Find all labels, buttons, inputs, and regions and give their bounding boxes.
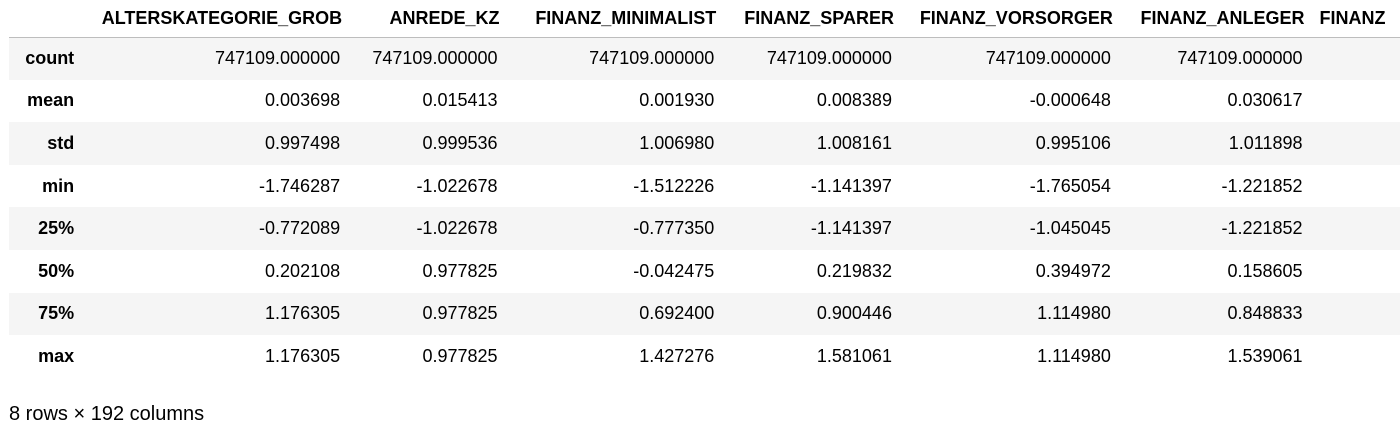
table-cell: -1.512226 bbox=[633, 175, 715, 196]
table-cell bbox=[1312, 250, 1400, 293]
table-cell: 747109.000000 bbox=[589, 48, 715, 69]
table-cell: 747109.000000 bbox=[766, 48, 892, 69]
table-cell: 1.011898 bbox=[1228, 132, 1303, 153]
table-cell: 1.427276 bbox=[639, 345, 715, 366]
table-row: 75% 1.176305 0.977825 0.692400 0.900446 1.114… bbox=[9, 292, 1400, 336]
table-cell: -1.022678 bbox=[416, 175, 498, 196]
table-cell: 1.539061 bbox=[1227, 345, 1303, 366]
table-cell: 1.176305 bbox=[265, 345, 341, 366]
column-header: FINANZ_MINIMALIST bbox=[506, 0, 724, 38]
table-cell bbox=[1312, 37, 1400, 80]
table-cell bbox=[1312, 165, 1400, 208]
table-cell: -1.141397 bbox=[810, 218, 892, 239]
table-cell: 0.001930 bbox=[639, 90, 715, 111]
table-cell: 0.030617 bbox=[1227, 90, 1303, 111]
column-header: FINANZ_SPARER bbox=[723, 0, 901, 38]
table-cell: 747109.000000 bbox=[1177, 48, 1303, 69]
table-cell bbox=[1312, 335, 1400, 378]
dataframe-output: ALTERSKATEGORIE_GROB ANREDE_KZ FINANZ_MI… bbox=[9, 0, 1400, 380]
table-cell: 0.003698 bbox=[265, 90, 341, 111]
table-cell: -1.221852 bbox=[1221, 175, 1303, 196]
row-label: count bbox=[25, 48, 75, 69]
table-cell: -1.141397 bbox=[810, 175, 892, 196]
table-cell: -0.042475 bbox=[633, 260, 715, 281]
table-cell: 0.900446 bbox=[816, 303, 892, 324]
row-label: 50% bbox=[38, 260, 75, 281]
table-cell: -0.000648 bbox=[1029, 90, 1111, 111]
table-cell: -1.045045 bbox=[1029, 218, 1111, 239]
table-cell: 0.977825 bbox=[422, 303, 498, 324]
row-label: mean bbox=[27, 90, 75, 111]
table-cell: -1.022678 bbox=[416, 218, 498, 239]
column-header: ANREDE_KZ bbox=[349, 0, 507, 38]
table-cell: 0.219832 bbox=[816, 260, 892, 281]
row-label: max bbox=[38, 345, 75, 366]
table-row: count 747109.000000 747109.000000 747109.00… bbox=[9, 37, 1400, 80]
table-cell: 1.581061 bbox=[816, 345, 892, 366]
header-row: ALTERSKATEGORIE_GROB ANREDE_KZ FINANZ_MI… bbox=[9, 0, 1400, 38]
table-cell: -1.221852 bbox=[1221, 218, 1303, 239]
table-row: 25% -0.772089 -1.022678 -0.777350 -1.141397 -… bbox=[9, 207, 1400, 250]
row-label: 25% bbox=[38, 218, 75, 239]
column-header: FINANZ_ANLEGER bbox=[1119, 0, 1312, 38]
table-cell: 0.977825 bbox=[422, 345, 498, 366]
table-cell: 747109.000000 bbox=[985, 48, 1111, 69]
table-cell: 1.114980 bbox=[1037, 345, 1111, 366]
table-cell bbox=[1312, 293, 1400, 336]
table-row: 50% 0.202108 0.977825 -0.042475 0.219832 0.39… bbox=[9, 250, 1400, 293]
table-cell: 0.692400 bbox=[639, 303, 715, 324]
column-header: ALTERSKATEGORIE_GROB bbox=[83, 0, 350, 38]
shape-summary: 8 rows × 192 columns bbox=[9, 403, 205, 425]
table-cell: 0.202108 bbox=[265, 260, 341, 281]
table-cell: 1.006980 bbox=[639, 132, 715, 153]
table-cell: 747109.000000 bbox=[214, 48, 341, 69]
column-header: FINANZ bbox=[1311, 0, 1400, 38]
table-cell bbox=[1312, 122, 1400, 165]
table-cell bbox=[1312, 80, 1400, 123]
table-cell: 1.176305 bbox=[265, 303, 341, 324]
table-cell: 0.848833 bbox=[1227, 303, 1303, 324]
column-header: FINANZ_VORSORGER bbox=[900, 0, 1120, 38]
table-cell: 0.394972 bbox=[1035, 260, 1111, 281]
table-cell: -1.765054 bbox=[1029, 175, 1111, 196]
table-cell bbox=[1312, 207, 1400, 250]
index-header bbox=[9, 0, 84, 38]
table-row: mean 0.003698 0.015413 0.001930 0.008389 -0.0… bbox=[9, 80, 1400, 123]
table-cell: 0.977825 bbox=[422, 260, 498, 281]
table-cell: 1.008161 bbox=[816, 132, 892, 153]
table-row: max 1.176305 0.977825 1.427276 1.581061 1.114… bbox=[9, 335, 1400, 378]
table-cell: 0.999536 bbox=[422, 132, 498, 153]
row-label: std bbox=[47, 132, 75, 153]
table-row: std 0.997498 0.999536 1.006980 1.008161 0.995… bbox=[9, 122, 1400, 165]
row-label: min bbox=[42, 175, 75, 196]
table-cell: 0.995106 bbox=[1035, 132, 1111, 153]
row-label: 75% bbox=[38, 303, 75, 324]
table-cell: 0.158605 bbox=[1227, 260, 1303, 281]
table-cell: 747109.000000 bbox=[372, 48, 498, 69]
table-cell: -1.746287 bbox=[259, 175, 341, 196]
table-cell: 0.015413 bbox=[422, 90, 498, 111]
table-cell: 1.114980 bbox=[1037, 303, 1111, 324]
table-cell: 0.997498 bbox=[265, 132, 341, 153]
table-cell: -0.772089 bbox=[259, 218, 341, 239]
table-row: min -1.746287 -1.022678 -1.512226 -1.141397 -… bbox=[9, 165, 1400, 208]
describe-table: ALTERSKATEGORIE_GROB ANREDE_KZ FINANZ_MI… bbox=[9, 0, 1400, 378]
table-cell: 0.008389 bbox=[816, 90, 892, 111]
table-cell: -0.777350 bbox=[633, 218, 715, 239]
